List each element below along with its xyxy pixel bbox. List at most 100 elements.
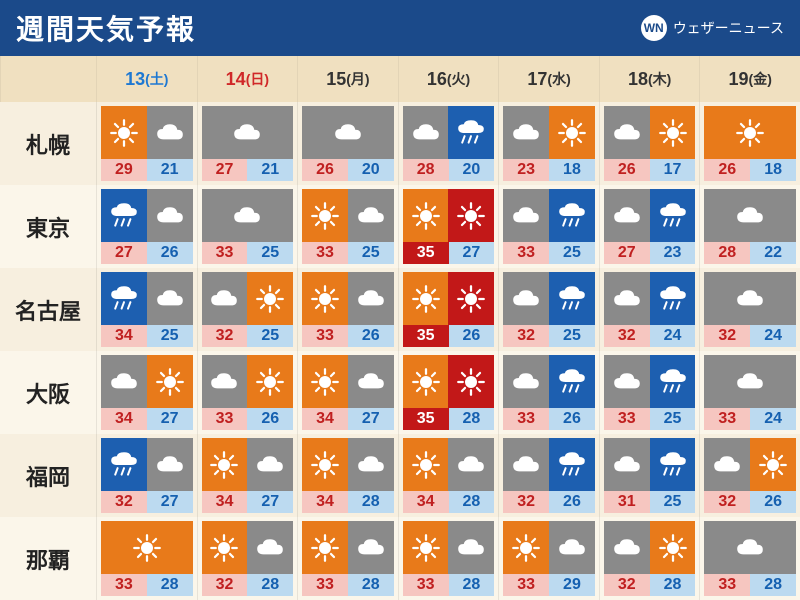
brand-text: ウェザーニュース bbox=[673, 18, 784, 38]
day-header: 17(水) bbox=[498, 56, 599, 102]
forecast-cell: 3325 bbox=[498, 185, 599, 268]
weather-icon bbox=[302, 438, 394, 491]
temp-high: 32 bbox=[604, 574, 650, 596]
forecast-cell: 3425 bbox=[96, 268, 197, 351]
forecast-cell: 2822 bbox=[699, 185, 800, 268]
weather-icon bbox=[202, 438, 294, 491]
temp-high: 33 bbox=[704, 408, 750, 430]
weather-icon bbox=[101, 106, 193, 159]
temp-low: 28 bbox=[348, 491, 394, 513]
temp-row: 3527 bbox=[403, 242, 495, 264]
temp-row: 2318 bbox=[503, 159, 595, 181]
temp-row: 3324 bbox=[704, 408, 796, 430]
temp-row: 3427 bbox=[101, 408, 193, 430]
day-header: 18(木) bbox=[599, 56, 700, 102]
city-name: 札幌 bbox=[0, 102, 96, 185]
forecast-cell: 2820 bbox=[398, 102, 499, 185]
temp-high: 33 bbox=[101, 574, 147, 596]
temp-low: 26 bbox=[549, 491, 595, 513]
city-name: 福岡 bbox=[0, 434, 96, 517]
temp-low: 25 bbox=[650, 491, 696, 513]
temp-low: 18 bbox=[750, 159, 796, 181]
weather-icon bbox=[503, 521, 595, 574]
temp-high: 26 bbox=[302, 159, 348, 181]
temp-high: 34 bbox=[302, 408, 348, 430]
day-num: 14 bbox=[226, 69, 246, 90]
temp-low: 23 bbox=[650, 242, 696, 264]
weather-icon bbox=[403, 355, 495, 408]
weather-icon bbox=[302, 355, 394, 408]
temp-row: 3326 bbox=[202, 408, 294, 430]
weather-icon bbox=[503, 189, 595, 242]
forecast-cell: 3427 bbox=[96, 351, 197, 434]
temp-high: 28 bbox=[704, 242, 750, 264]
weather-icon bbox=[403, 272, 495, 325]
weather-icon bbox=[604, 438, 696, 491]
temp-row: 2822 bbox=[704, 242, 796, 264]
temp-row: 3325 bbox=[302, 242, 394, 264]
temp-low: 27 bbox=[147, 491, 193, 513]
temp-row: 3325 bbox=[604, 408, 696, 430]
weather-icon bbox=[202, 189, 294, 242]
temp-row: 3428 bbox=[403, 491, 495, 513]
city-name: 東京 bbox=[0, 185, 96, 268]
temp-row: 2620 bbox=[302, 159, 394, 181]
temp-high: 23 bbox=[503, 159, 549, 181]
temp-low: 28 bbox=[449, 491, 495, 513]
forecast-cell: 3125 bbox=[599, 434, 700, 517]
forecast-cell: 3228 bbox=[197, 517, 298, 600]
temp-high: 33 bbox=[403, 574, 449, 596]
temp-high: 35 bbox=[403, 408, 449, 430]
temp-high: 33 bbox=[302, 242, 348, 264]
forecast-cell: 3325 bbox=[197, 185, 298, 268]
forecast-cell: 3325 bbox=[297, 185, 398, 268]
forecast-cell: 3225 bbox=[498, 268, 599, 351]
forecast-cell: 2617 bbox=[599, 102, 700, 185]
forecast-cell: 3325 bbox=[599, 351, 700, 434]
forecast-grid: 札幌2921272126202820231826172618東京27263325… bbox=[0, 102, 800, 600]
day-dow: (金) bbox=[749, 69, 772, 89]
page-title: 週間天気予報 bbox=[16, 8, 196, 48]
forecast-cell: 3427 bbox=[197, 434, 298, 517]
temp-row: 3328 bbox=[302, 574, 394, 596]
temp-high: 29 bbox=[101, 159, 147, 181]
temp-low: 28 bbox=[247, 574, 293, 596]
temp-high: 32 bbox=[503, 491, 549, 513]
temp-row: 3428 bbox=[302, 491, 394, 513]
temp-high: 34 bbox=[403, 491, 449, 513]
temp-low: 17 bbox=[650, 159, 696, 181]
temp-low: 25 bbox=[247, 242, 293, 264]
city-row: 大阪3427332634273528332633253324 bbox=[0, 351, 800, 434]
city-row: 那覇3328322833283328332932283328 bbox=[0, 517, 800, 600]
forecast-cell: 3328 bbox=[297, 517, 398, 600]
temp-low: 24 bbox=[750, 408, 796, 430]
city-row: 札幌2921272126202820231826172618 bbox=[0, 102, 800, 185]
temp-row: 3225 bbox=[503, 325, 595, 347]
forecast-cell: 2721 bbox=[197, 102, 298, 185]
weather-icon bbox=[704, 521, 796, 574]
weather-icon bbox=[704, 355, 796, 408]
city-name: 大阪 bbox=[0, 351, 96, 434]
temp-high: 33 bbox=[202, 242, 248, 264]
temp-high: 32 bbox=[202, 325, 248, 347]
temp-row: 3326 bbox=[302, 325, 394, 347]
day-num: 17 bbox=[527, 69, 547, 90]
temp-row: 3225 bbox=[202, 325, 294, 347]
temp-low: 21 bbox=[147, 159, 193, 181]
temp-low: 20 bbox=[449, 159, 495, 181]
day-num: 19 bbox=[729, 69, 749, 90]
temp-low: 20 bbox=[348, 159, 394, 181]
temp-high: 34 bbox=[202, 491, 248, 513]
weather-icon bbox=[704, 272, 796, 325]
weather-icon bbox=[503, 106, 595, 159]
weather-icon bbox=[202, 355, 294, 408]
day-dow: (水) bbox=[547, 69, 570, 89]
weather-icon bbox=[403, 438, 495, 491]
weather-icon bbox=[202, 106, 294, 159]
temp-high: 26 bbox=[604, 159, 650, 181]
temp-low: 25 bbox=[147, 325, 193, 347]
weather-icon bbox=[503, 438, 595, 491]
forecast-cell: 3427 bbox=[297, 351, 398, 434]
temp-high: 34 bbox=[101, 408, 147, 430]
temp-low: 24 bbox=[650, 325, 696, 347]
